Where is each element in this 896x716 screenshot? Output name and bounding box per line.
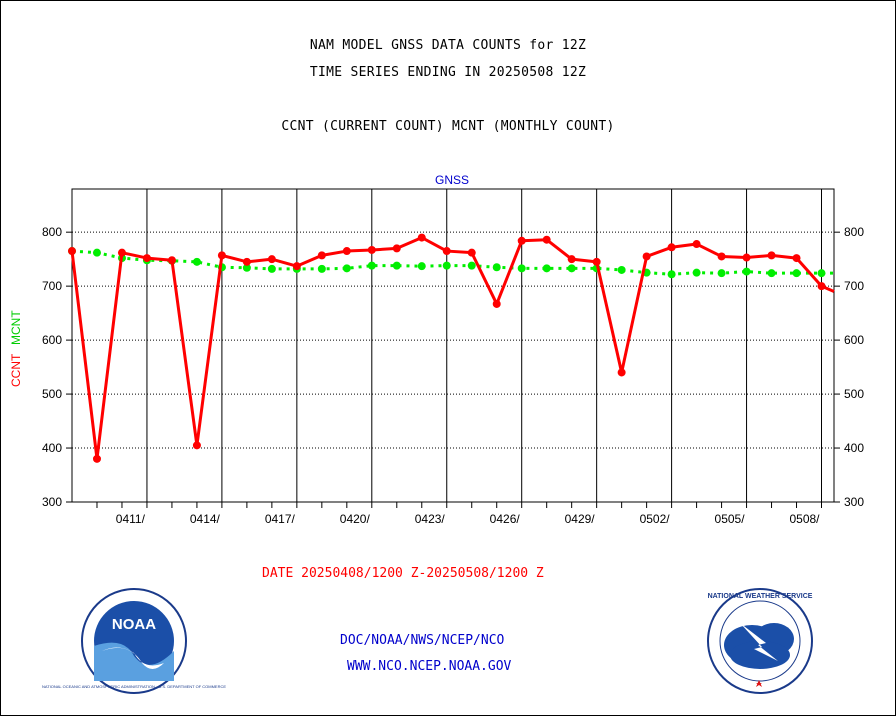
y-tick-label-right: 700 bbox=[844, 279, 864, 293]
x-tick-label: 0505/ bbox=[715, 512, 746, 526]
y-axis-ticks: 300 300 400 400 500 500 600 600 700 700 800 800 bbox=[42, 225, 864, 509]
data-point-ccnt bbox=[467, 248, 476, 257]
data-point-mcnt bbox=[92, 248, 101, 257]
y-tick-label-left: 500 bbox=[42, 387, 62, 401]
data-point-mcnt bbox=[667, 270, 676, 279]
series-layer bbox=[68, 233, 835, 463]
data-point-mcnt bbox=[742, 267, 751, 276]
y-tick-label-right: 400 bbox=[844, 441, 864, 455]
plot-title: GNSS bbox=[435, 173, 469, 187]
data-point-ccnt bbox=[317, 251, 326, 260]
data-point-ccnt bbox=[717, 252, 726, 261]
noaa-logo-ring-text: NATIONAL OCEANIC AND ATMOSPHERIC ADMINIS… bbox=[42, 684, 226, 689]
data-point-ccnt bbox=[567, 255, 576, 264]
data-point-ccnt bbox=[242, 257, 251, 266]
data-point-ccnt bbox=[792, 254, 801, 263]
data-point-ccnt bbox=[692, 240, 701, 249]
data-point-ccnt bbox=[68, 247, 76, 256]
data-point-ccnt bbox=[367, 245, 376, 254]
data-point-ccnt bbox=[167, 256, 176, 265]
data-point-mcnt bbox=[817, 269, 826, 278]
data-point-ccnt bbox=[642, 252, 651, 261]
data-point-mcnt bbox=[317, 264, 326, 273]
y-tick-label-right: 600 bbox=[844, 333, 864, 347]
date-range-label: DATE 20250408/1200 Z-20250508/1200 Z bbox=[262, 566, 544, 581]
x-tick-label: 0420/ bbox=[340, 512, 371, 526]
data-point-ccnt bbox=[592, 257, 601, 266]
y-tick-label-right: 500 bbox=[844, 387, 864, 401]
y-tick-label-left: 300 bbox=[42, 495, 62, 509]
data-point-ccnt bbox=[392, 244, 401, 253]
data-point-mcnt bbox=[492, 263, 501, 272]
data-point-ccnt bbox=[342, 247, 351, 256]
y-tick-label-left: 700 bbox=[42, 279, 62, 293]
data-point-mcnt bbox=[542, 264, 551, 273]
y-axis-label-mcnt: MCNT bbox=[9, 310, 23, 345]
data-point-mcnt bbox=[392, 261, 401, 270]
y-tick-label-right: 300 bbox=[844, 495, 864, 509]
data-point-ccnt bbox=[517, 236, 526, 245]
nws-logo-ring-text: NATIONAL WEATHER SERVICE bbox=[708, 593, 813, 600]
x-tick-label: 0502/ bbox=[640, 512, 671, 526]
data-point-mcnt bbox=[442, 261, 451, 270]
y-tick-label-left: 600 bbox=[42, 333, 62, 347]
data-point-mcnt bbox=[517, 264, 526, 273]
data-point-mcnt bbox=[367, 261, 376, 270]
data-point-ccnt bbox=[817, 282, 826, 291]
data-point-mcnt bbox=[617, 265, 626, 274]
nws-logo: NATIONAL WEATHER SERVICE bbox=[707, 588, 813, 694]
data-point-mcnt bbox=[417, 262, 426, 271]
data-point-ccnt bbox=[217, 251, 226, 260]
data-point-mcnt bbox=[267, 264, 276, 273]
data-point-mcnt bbox=[717, 269, 726, 278]
data-point-mcnt bbox=[467, 261, 476, 270]
y-tick-label-left: 800 bbox=[42, 225, 62, 239]
data-point-mcnt bbox=[692, 268, 701, 277]
x-tick-label: 0423/ bbox=[415, 512, 446, 526]
x-tick-label: 0417/ bbox=[265, 512, 296, 526]
data-point-ccnt bbox=[442, 247, 451, 256]
y-tick-label-right: 800 bbox=[844, 225, 864, 239]
data-point-ccnt bbox=[492, 299, 501, 308]
website-link[interactable]: WWW.NCO.NCEP.NOAA.GOV bbox=[347, 659, 512, 674]
data-point-ccnt bbox=[767, 251, 776, 260]
data-point-mcnt bbox=[767, 269, 776, 278]
data-point-ccnt bbox=[417, 233, 426, 242]
series-line-ccnt bbox=[70, 236, 835, 461]
data-point-ccnt bbox=[742, 253, 751, 262]
x-tick-label: 0426/ bbox=[490, 512, 521, 526]
data-point-ccnt bbox=[267, 255, 276, 264]
noaa-logo: NOAA NATIONAL OCEANIC AND ATMOSPHERIC AD… bbox=[42, 588, 226, 694]
org-path-text: DOC/NOAA/NWS/NCEP/NCO bbox=[340, 633, 505, 648]
data-point-ccnt bbox=[542, 235, 551, 244]
data-point-ccnt bbox=[142, 254, 151, 263]
data-point-ccnt bbox=[92, 454, 101, 463]
x-tick-label: 0414/ bbox=[190, 512, 221, 526]
y-tick-label-left: 400 bbox=[42, 441, 62, 455]
chart-title-line-2: TIME SERIES ENDING IN 20250508 12Z bbox=[309, 65, 587, 80]
data-point-mcnt bbox=[567, 264, 576, 273]
x-tick-label: 0508/ bbox=[789, 512, 820, 526]
data-point-mcnt bbox=[792, 269, 801, 278]
data-point-ccnt bbox=[667, 243, 676, 252]
chart-subtitle: CCNT (CURRENT COUNT) MCNT (MONTHLY COUNT… bbox=[281, 119, 615, 134]
data-point-mcnt bbox=[242, 263, 251, 272]
data-point-mcnt bbox=[192, 257, 201, 266]
data-point-ccnt bbox=[617, 368, 626, 377]
data-point-ccnt bbox=[117, 248, 126, 257]
x-axis-ticks: 0411/0414/0417/0420/0423/0426/0429/0502/… bbox=[96, 502, 823, 526]
data-point-mcnt bbox=[342, 264, 351, 273]
data-point-ccnt bbox=[192, 441, 201, 450]
grid-lines bbox=[72, 189, 834, 502]
noaa-logo-text: NOAA bbox=[112, 616, 156, 633]
chart-title-line-1: NAM MODEL GNSS DATA COUNTS for 12Z bbox=[309, 38, 587, 53]
plot-area-border bbox=[71, 188, 835, 503]
series-line-mcnt bbox=[71, 249, 834, 276]
x-tick-label: 0411/ bbox=[116, 512, 146, 526]
data-point-ccnt bbox=[292, 262, 301, 271]
y-axis-label-ccnt: CCNT bbox=[9, 353, 23, 387]
x-tick-label: 0429/ bbox=[565, 512, 596, 526]
